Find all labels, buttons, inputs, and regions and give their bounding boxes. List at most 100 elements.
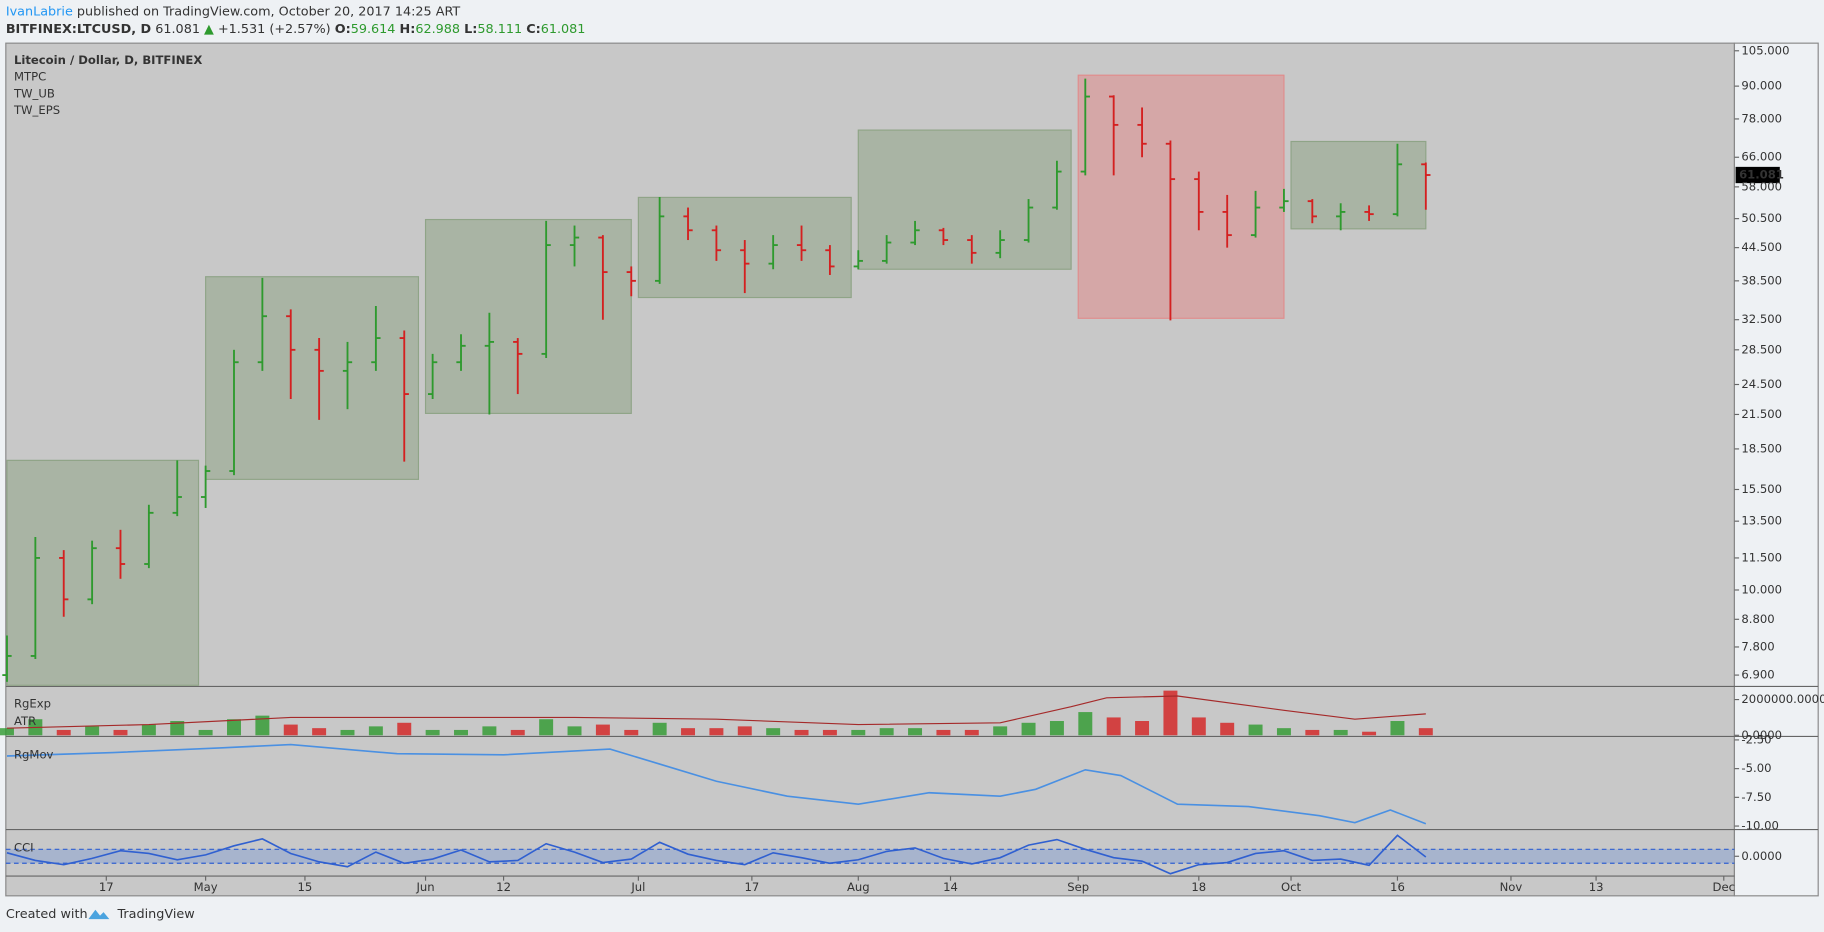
logo (88, 909, 110, 920)
quote: BITFINEX:LTCUSD, D 61.081 ▲ +1.531 (+2.5… (6, 22, 586, 37)
x-tick-label: 18 (1191, 880, 1206, 894)
y-tick-label: 66.000 (1741, 150, 1782, 164)
x-tick-label: 17 (99, 880, 114, 894)
x-tick-label: 14 (943, 880, 958, 894)
y-tick-label: 7.800 (1741, 639, 1774, 653)
series-line (6, 743, 1427, 825)
y-tick-label: 32.500 (1741, 312, 1782, 326)
volume-bar (851, 729, 866, 736)
volume-bar (255, 715, 270, 736)
volume-bar (595, 724, 610, 736)
volume-bar (822, 729, 837, 736)
chart-layer: 17 May 15 Jun 12 Jul 17 Aug 14 Sep 18 Oct 16 Nov 13 Dec… (0, 43, 1824, 894)
zone (857, 129, 1072, 270)
pane-title: Litecoin / Dollar, D, BITFINEX (14, 53, 202, 67)
y-tick-label: 0.0000 (1741, 728, 1782, 742)
y-tick-label: 21.500 (1741, 407, 1782, 421)
symbol: BITFINEX:LTCUSD, D (6, 22, 151, 37)
y-tick-label: 8.800 (1741, 612, 1774, 626)
volume-bar (56, 729, 71, 736)
author[interactable]: IvanLabrie (6, 4, 73, 19)
y-tick-label: 10.000 (1741, 582, 1782, 596)
volume-bar (340, 729, 355, 736)
volume-bar (879, 728, 894, 736)
price: 61.081 (155, 22, 200, 37)
last-price-label: 61.081 (1739, 168, 1784, 182)
h-label: H: (400, 22, 416, 37)
x-tick-label: Jun (415, 880, 434, 894)
indicator-name: TW_UB (13, 86, 55, 100)
y-tick-label: -2.50 (1741, 732, 1771, 746)
header: IvanLabrie published on TradingView.com,… (6, 4, 461, 19)
zone (424, 218, 632, 414)
volume-bar (113, 729, 128, 736)
y-tick-label: 18.500 (1741, 441, 1782, 455)
open: 59.614 (351, 22, 396, 37)
series-name: ATR (14, 714, 36, 728)
zone (1077, 74, 1285, 319)
volume-bar (908, 728, 923, 736)
created-with: Created with (6, 907, 88, 922)
volume-bar (198, 729, 213, 736)
volume-bar (1220, 722, 1235, 736)
volume-bar (794, 729, 809, 736)
y-tick-label: 6.900 (1741, 668, 1774, 682)
volume-bar (624, 729, 639, 736)
change: +1.531 (+2.57%) (218, 22, 331, 37)
y-tick-label: 0.0000 (1741, 849, 1782, 863)
y-tick-label: 90.000 (1741, 79, 1782, 93)
y-tick-label: -7.50 (1741, 790, 1771, 804)
volume-bar (397, 722, 412, 736)
y-tick-label: 13.500 (1741, 514, 1782, 528)
y-tick-label: 15.500 (1741, 482, 1782, 496)
volume-bar (737, 726, 752, 736)
y-tick-label: -10.00 (1741, 819, 1778, 833)
volume-bar (1106, 717, 1121, 736)
indicator-name: TW_EPS (13, 103, 60, 117)
volume-bar (964, 729, 979, 736)
volume-bar (283, 724, 298, 736)
series-line (6, 695, 1426, 729)
volume-bar (1078, 712, 1093, 736)
volume-bar (936, 729, 951, 736)
volume-bar (170, 721, 185, 736)
volume-bar (0, 728, 14, 736)
zone (1290, 140, 1427, 230)
x-tick-label: 16 (1390, 880, 1405, 894)
volume-bar (1021, 722, 1036, 736)
volume-bar (1135, 721, 1150, 736)
volume-bar (766, 728, 781, 736)
volume-bar (454, 729, 468, 736)
series-name: RgExp (14, 696, 51, 710)
series-name: CCI (14, 841, 34, 855)
volume-bar (1163, 690, 1178, 736)
y-tick-label: 11.500 (1741, 550, 1782, 564)
volume-bar (652, 722, 667, 736)
volume-bar (1418, 728, 1433, 736)
y-tick-label: 38.500 (1741, 273, 1782, 287)
low: 58.111 (477, 22, 522, 37)
volume-bar (482, 726, 497, 736)
close: 61.081 (541, 22, 586, 37)
brand[interactable]: TradingView (116, 907, 194, 922)
published: published on TradingView.com, October 20… (77, 4, 461, 19)
y-tick-label: 28.500 (1741, 342, 1782, 356)
l-label: L: (464, 22, 477, 37)
x-tick-label: 17 (744, 880, 759, 894)
volume-bar (709, 728, 724, 736)
volume-bar (1390, 721, 1405, 736)
volume-bar (993, 726, 1008, 736)
y-tick-label: 44.500 (1741, 240, 1782, 254)
volume-bar (1333, 729, 1348, 736)
arrow: ▲ (204, 22, 214, 37)
c-label: C: (526, 22, 541, 37)
y-tick-label: 50.500 (1741, 211, 1782, 225)
y-tick-label: 58.000 (1741, 179, 1782, 193)
volume-bar (227, 719, 241, 736)
volume-bar (1248, 724, 1263, 736)
x-tick-label: 13 (1589, 880, 1604, 894)
x-tick-label: 12 (496, 880, 511, 894)
zone (205, 276, 420, 480)
volume-bar (539, 719, 554, 736)
